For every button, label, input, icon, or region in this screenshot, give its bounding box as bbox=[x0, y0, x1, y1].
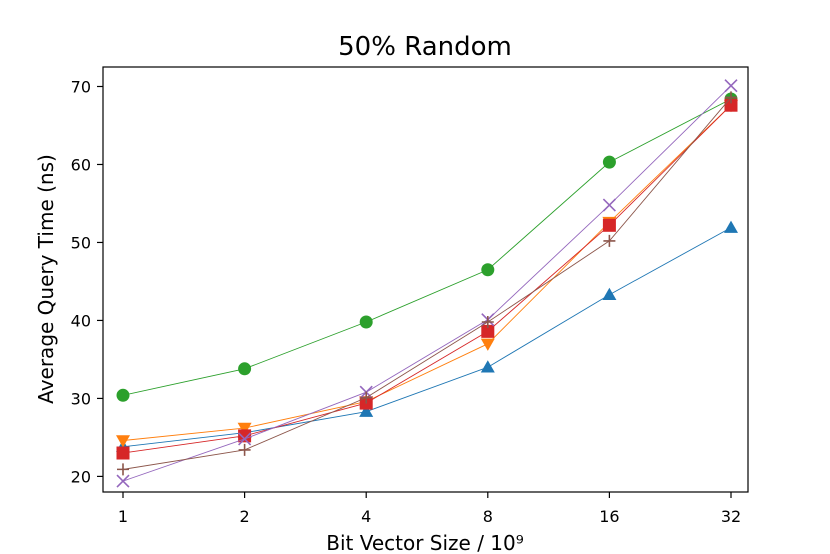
data-point bbox=[238, 432, 252, 446]
plot-area bbox=[102, 66, 749, 493]
data-point bbox=[602, 218, 616, 232]
data-point bbox=[360, 391, 373, 404]
series-line bbox=[122, 97, 732, 470]
data-point bbox=[724, 220, 738, 233]
series-line bbox=[122, 85, 732, 482]
x-axis: 1 2 4 8 16 32 bbox=[118, 492, 741, 526]
x-tick-label: 8 bbox=[483, 507, 493, 526]
y-tick-label: 50 bbox=[71, 233, 91, 252]
data-point bbox=[602, 198, 616, 212]
series-line bbox=[122, 227, 732, 448]
y-tick-label: 70 bbox=[71, 77, 91, 96]
x-tick-label: 2 bbox=[240, 507, 250, 526]
x-axis-label: Bit Vector Size / 10⁹ bbox=[326, 531, 524, 554]
x-tick-label: 32 bbox=[721, 507, 741, 526]
data-point bbox=[481, 316, 494, 328]
series-layer bbox=[116, 79, 738, 488]
data-point bbox=[481, 263, 495, 277]
x-tick-label: 4 bbox=[361, 507, 371, 526]
data-point bbox=[237, 422, 252, 436]
data-point bbox=[116, 474, 130, 488]
data-point bbox=[116, 446, 130, 460]
y-tick-label: 30 bbox=[71, 389, 91, 408]
data-point bbox=[724, 98, 738, 112]
data-point bbox=[724, 79, 738, 93]
data-point bbox=[238, 362, 252, 376]
x-tick-label: 1 bbox=[118, 507, 128, 526]
data-point bbox=[480, 338, 495, 351]
series-1 bbox=[116, 220, 738, 453]
data-point bbox=[602, 287, 617, 300]
chart-title: 50% Random bbox=[338, 32, 512, 62]
y-axis-label: Average Query Time (ns) bbox=[34, 154, 58, 404]
data-point bbox=[602, 155, 616, 169]
y-axis: 20 30 40 50 60 70 bbox=[71, 77, 103, 486]
x-tick-label: 16 bbox=[599, 507, 619, 526]
data-point bbox=[359, 404, 374, 417]
data-point bbox=[116, 435, 130, 448]
series-2 bbox=[116, 99, 738, 448]
data-point bbox=[480, 360, 495, 373]
y-tick-label: 40 bbox=[71, 311, 91, 330]
axes-frame bbox=[102, 66, 749, 493]
data-point bbox=[238, 429, 252, 443]
y-tick-label: 60 bbox=[71, 155, 91, 174]
data-point bbox=[238, 443, 251, 456]
data-point bbox=[116, 388, 130, 402]
data-point bbox=[603, 234, 616, 247]
series-line bbox=[122, 104, 732, 441]
series-4 bbox=[116, 98, 738, 460]
series-5 bbox=[116, 79, 738, 488]
data-point bbox=[481, 324, 495, 338]
series-6 bbox=[117, 91, 737, 476]
series-line bbox=[122, 104, 732, 454]
data-point bbox=[359, 315, 373, 329]
y-tick-label: 20 bbox=[71, 467, 91, 486]
series-line bbox=[122, 98, 732, 396]
data-point bbox=[117, 463, 129, 476]
data-point bbox=[725, 91, 737, 104]
